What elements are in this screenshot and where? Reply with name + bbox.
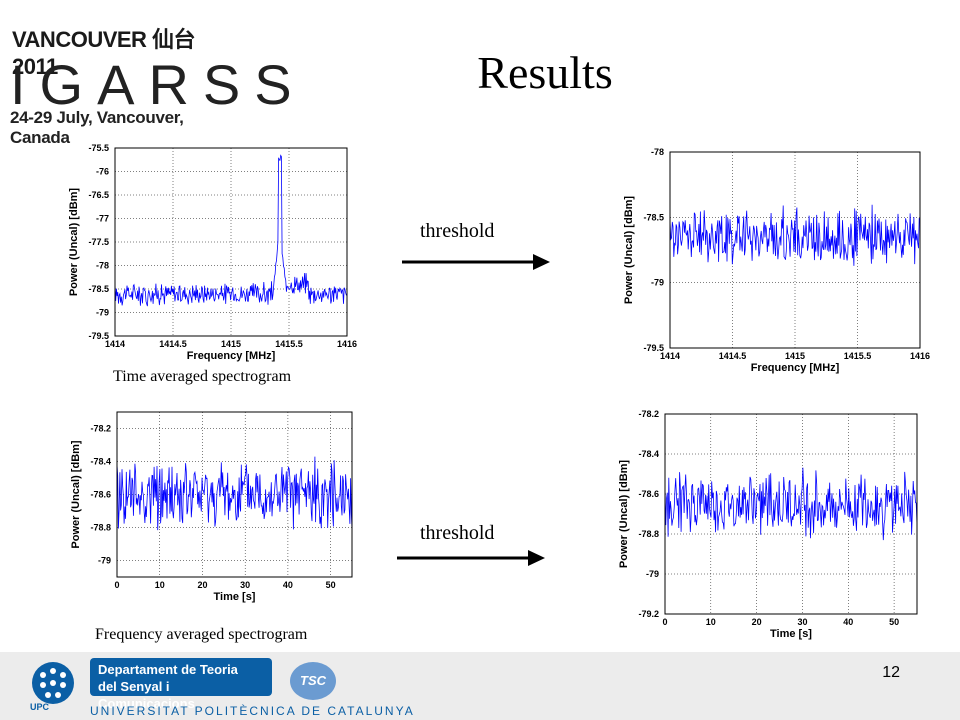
y-tick-label: -78.6 — [90, 490, 111, 500]
plot-frame — [664, 413, 918, 615]
logo-vancouver-text: VANCOUVER 仙台 2011 — [12, 27, 196, 79]
plot-time-averaged-thresholded: 1414 1414.5 1415 1415.5 1416 -78 -78.5 -79 -79.5… — [623, 147, 930, 374]
caption-frequency-averaged: Frequency averaged spectrogram — [95, 626, 308, 643]
x-tick-label: 1414 — [105, 339, 125, 349]
x-tick-label: 10 — [155, 580, 165, 590]
x-tick-label: 50 — [889, 617, 899, 627]
slide-title: Results — [477, 47, 613, 98]
threshold-label-bottom: threshold — [420, 522, 495, 544]
y-tick-label: -77 — [96, 214, 109, 224]
x-tick-label: 1415 — [785, 351, 805, 361]
plot-time-averaged-raw: 1414 1414.5 1415 1415.5 1416 -75.5 -76 -76.5 -77… — [68, 143, 357, 362]
x-axis-label: Frequency [MHz] — [187, 350, 276, 362]
y-tick-label: -77.5 — [88, 237, 109, 247]
y-axis-label: Power (Uncal) [dBm] — [618, 460, 630, 569]
y-tick-label: -78.2 — [638, 409, 659, 419]
tsc-logo-icon: TSC — [290, 662, 336, 700]
x-tick-label: 1415.5 — [844, 351, 872, 361]
plot-frame — [669, 151, 921, 349]
x-tick-label: 30 — [797, 617, 807, 627]
x-tick-label: 20 — [752, 617, 762, 627]
x-tick-label: 40 — [843, 617, 853, 627]
y-tick-label: -79 — [651, 278, 664, 288]
x-tick-label: 10 — [706, 617, 716, 627]
logo-igarss-text: IGARSS — [10, 53, 306, 116]
x-tick-label: 0 — [114, 580, 119, 590]
y-axis-label: Power (Uncal) [dBm] — [70, 440, 82, 549]
x-tick-label: 30 — [240, 580, 250, 590]
y-axis-label: Power (Uncal) [dBm] — [68, 188, 80, 297]
footer-bar: UPC Departament de Teoria del Senyal i C… — [0, 652, 960, 720]
x-axis-label: Time [s] — [770, 628, 812, 640]
x-tick-label: 20 — [197, 580, 207, 590]
data-series-line — [114, 154, 348, 307]
x-axis-label: Time [s] — [214, 591, 256, 603]
university-name: UNIVERSITAT POLITÈCNICA DE CATALUNYA — [90, 704, 415, 718]
y-axis-label: Power (Uncal) [dBm] — [623, 196, 635, 305]
page-number: 12 — [882, 664, 900, 681]
x-tick-label: 40 — [283, 580, 293, 590]
y-tick-label: -76 — [96, 167, 109, 177]
y-tick-label: -78 — [96, 261, 109, 271]
y-tick-label: -78.8 — [638, 529, 659, 539]
y-tick-label: -78.5 — [88, 284, 109, 294]
y-tick-label: -79 — [646, 569, 659, 579]
caption-time-averaged: Time averaged spectrogram — [113, 368, 292, 385]
y-tick-label: -78.6 — [638, 489, 659, 499]
y-tick-label: -78 — [651, 147, 664, 157]
department-line-2: del Senyal i Comunicacions — [98, 679, 195, 711]
y-tick-label: -75.5 — [88, 143, 109, 153]
plot-frame — [116, 411, 353, 578]
y-tick-label: -79 — [96, 308, 109, 318]
upc-logo-icon — [32, 662, 74, 704]
y-tick-label: -78.2 — [90, 424, 111, 434]
x-tick-label: 1414.5 — [719, 351, 747, 361]
data-series-line — [116, 456, 353, 531]
arrow-right-icon — [402, 254, 550, 270]
x-tick-label: 0 — [662, 617, 667, 627]
upc-logo-label: UPC — [30, 702, 50, 712]
plot-frame — [114, 147, 348, 337]
y-tick-label: -79.2 — [638, 609, 659, 619]
logo-date-text: 24-29 July, Vancouver, Canada — [10, 108, 184, 147]
arrow-right-icon — [397, 550, 545, 566]
department-line-1: Departament de Teoria — [98, 662, 238, 677]
data-series-line — [664, 467, 918, 541]
x-tick-label: 50 — [326, 580, 336, 590]
plot-frequency-averaged-raw: 0 10 20 30 40 50 -78.2 -78.4 -78.6 -78.8 -79 Time [… — [70, 411, 353, 603]
x-axis-label: Frequency [MHz] — [751, 362, 840, 374]
x-tick-label: 1415 — [221, 339, 241, 349]
y-tick-label: -79.5 — [88, 331, 109, 341]
x-tick-label: 1415.5 — [275, 339, 303, 349]
plot-frequency-averaged-thresholded: 0 10 20 30 40 50 -78.2 -78.4 -78.6 -78.8 -79 -79.2 T… — [618, 409, 918, 640]
y-tick-label: -78.4 — [638, 449, 659, 459]
y-tick-label: -79.5 — [643, 343, 664, 353]
y-tick-label: -79 — [98, 556, 111, 566]
conference-logo: VANCOUVER 仙台 2011 IGARSS 24-29 July, Van… — [0, 0, 292, 147]
data-series-line — [669, 204, 921, 266]
x-tick-label: 1416 — [337, 339, 357, 349]
y-tick-label: -76.5 — [88, 190, 109, 200]
threshold-label-top: threshold — [420, 220, 495, 242]
x-tick-label: 1416 — [910, 351, 930, 361]
department-logo: Departament de Teoria del Senyal i Comun… — [90, 658, 272, 711]
x-tick-label: 1414 — [660, 351, 680, 361]
x-tick-label: 1414.5 — [159, 339, 187, 349]
y-tick-label: -78.4 — [90, 457, 111, 467]
y-tick-label: -78.8 — [90, 523, 111, 533]
y-tick-label: -78.5 — [643, 212, 664, 222]
